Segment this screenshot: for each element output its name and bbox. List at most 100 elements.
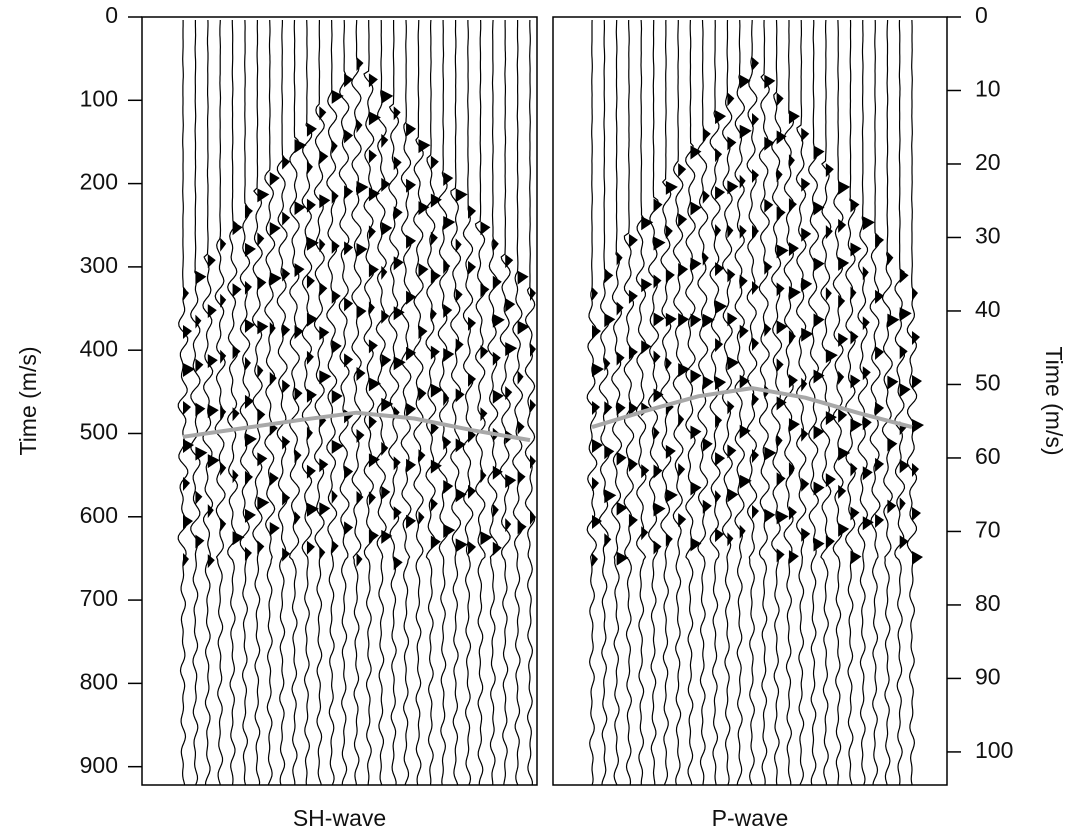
trace-lobe xyxy=(518,471,526,485)
trace-lobe xyxy=(777,358,784,372)
trace-lobe xyxy=(418,139,430,153)
trace-lobe xyxy=(900,459,910,473)
trace-lobe xyxy=(443,216,455,230)
trace xyxy=(895,20,905,785)
trace-lobe xyxy=(369,301,375,315)
trace-lobe xyxy=(629,514,638,528)
trace-lobe xyxy=(369,73,378,87)
trace-lobe xyxy=(814,481,825,495)
trace-lobe xyxy=(468,541,476,555)
trace-lobe xyxy=(789,418,800,432)
trace-lobe xyxy=(505,254,513,268)
trace-lobe xyxy=(307,275,315,289)
trace xyxy=(352,20,362,785)
trace-lobe xyxy=(208,404,219,418)
trace-lobe xyxy=(369,491,376,505)
trace xyxy=(846,20,856,785)
trace-lobe xyxy=(307,541,315,555)
trace-lobe xyxy=(826,287,832,301)
trace-lobe xyxy=(752,393,759,407)
trace-lobe xyxy=(319,150,328,164)
trace-lobe xyxy=(617,502,628,516)
trace-lobe xyxy=(257,540,264,554)
trace-lobe xyxy=(838,485,846,499)
trace-lobe xyxy=(801,228,811,242)
trace xyxy=(426,20,436,785)
trace-lobe xyxy=(678,213,687,227)
trace-lobe xyxy=(307,161,313,175)
trace-lobe xyxy=(369,415,377,429)
trace-lobe xyxy=(826,411,837,425)
trace-lobe xyxy=(319,546,325,560)
trace-lobe xyxy=(666,225,673,239)
trace-lobe xyxy=(443,480,453,494)
seismic-traces xyxy=(178,20,536,785)
trace-lobe xyxy=(752,57,759,71)
trace-lobe xyxy=(875,346,884,360)
trace-lobe xyxy=(369,225,376,239)
trace-lobe xyxy=(900,307,912,321)
x-axis-label: SH-wave xyxy=(293,805,386,831)
trace-lobe xyxy=(183,401,191,415)
trace-lobe xyxy=(850,375,860,389)
trace-lobe xyxy=(257,408,265,422)
trace-lobe xyxy=(505,298,515,312)
trace-lobe xyxy=(850,507,859,521)
trace-lobe xyxy=(493,238,499,252)
trace-lobe xyxy=(456,188,468,202)
trace-lobe xyxy=(332,540,339,554)
trace-lobe xyxy=(220,406,226,420)
trace xyxy=(265,20,275,785)
trace xyxy=(624,20,633,785)
trace-lobe xyxy=(727,488,738,502)
trace-lobe xyxy=(208,554,215,568)
y-tick-label: 0 xyxy=(105,2,118,28)
trace-lobe xyxy=(777,168,783,182)
trace-lobe xyxy=(875,402,884,416)
trace xyxy=(389,20,399,785)
trace-lobe xyxy=(752,113,759,127)
trace-lobe xyxy=(801,378,807,392)
trace-lobe xyxy=(838,371,844,385)
trace-lobe xyxy=(431,156,439,170)
trace-lobe xyxy=(801,178,810,192)
trace-lobe xyxy=(195,403,205,417)
trace-lobe xyxy=(505,474,516,488)
y-axis-label: Time (m/s) xyxy=(1041,346,1067,455)
trace-lobe xyxy=(307,465,316,479)
trace-lobe xyxy=(592,553,598,567)
trace-lobe xyxy=(282,380,290,394)
trace-lobe xyxy=(344,241,353,255)
trace-lobe xyxy=(233,407,240,421)
trace-lobe xyxy=(480,469,486,483)
trace-lobe xyxy=(814,257,825,271)
trace-lobe xyxy=(418,511,424,525)
trace-lobe xyxy=(282,324,290,338)
trace-lobe xyxy=(307,199,316,213)
trace-lobe xyxy=(654,427,660,441)
trace-lobe xyxy=(357,367,366,381)
trace-lobe xyxy=(394,256,404,270)
trace-lobe xyxy=(801,278,812,292)
trace-lobe xyxy=(245,509,256,523)
y-tick-label: 70 xyxy=(975,517,1001,543)
trace xyxy=(215,20,225,785)
trace-lobe xyxy=(530,455,536,469)
trace-lobe xyxy=(257,232,264,246)
trace-lobe xyxy=(641,278,652,292)
trace-lobe xyxy=(357,305,367,319)
trace xyxy=(191,20,200,785)
trace-lobe xyxy=(431,232,438,246)
trace-lobe xyxy=(826,163,834,177)
trace-lobe xyxy=(826,473,836,487)
trace-lobe xyxy=(530,343,536,357)
trace-lobe xyxy=(394,206,403,220)
trace-lobe xyxy=(690,257,701,271)
trace-lobe xyxy=(703,376,714,390)
trace-lobe xyxy=(319,238,325,252)
trace-lobe xyxy=(270,222,281,236)
trace-lobe xyxy=(715,452,725,466)
trace-lobe xyxy=(431,384,443,398)
trace-lobe xyxy=(838,333,848,347)
trace-lobe xyxy=(666,489,678,503)
